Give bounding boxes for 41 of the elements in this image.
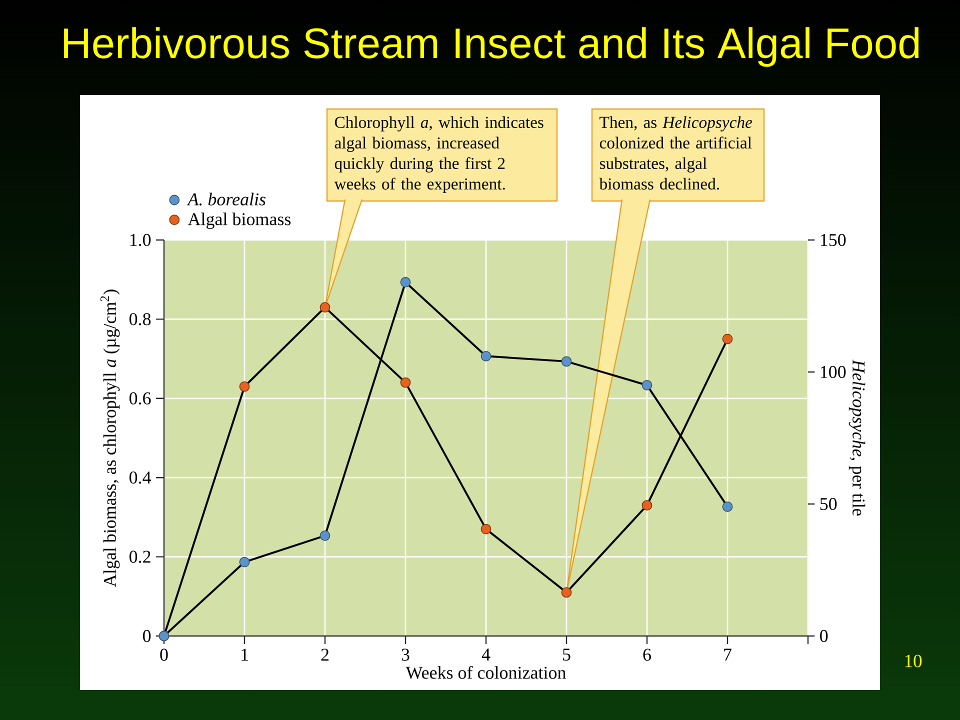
x-tick-label: 2 [321,648,328,661]
y2-tick-label: 50 [820,498,837,510]
y-tick-label: 0.6 [129,392,151,405]
chart-title: Herbivorous Stream Insect and Its Algal Food [64,27,919,67]
point [561,587,572,598]
point [239,381,250,392]
y2-tick-label: 100 [820,366,846,378]
y-tick-label: 0.8 [129,313,151,326]
point [400,277,411,288]
y-tick-label: 1.0 [130,234,151,246]
x-tick-label: 7 [724,648,732,660]
y2-tick-label: 0 [820,630,828,642]
point [400,377,411,388]
y-tick-label: 0.4 [129,471,152,484]
x-tick-label: 1 [242,648,248,661]
x-tick-label: 3 [402,648,410,661]
point [561,356,572,367]
point [239,556,250,568]
y-tick-label: 0.2 [129,550,150,563]
x-axis-title: Weeks of colonization [406,666,566,679]
point [320,530,330,541]
point [722,501,733,512]
x-tick-label: 6 [643,648,651,661]
x-tick-label: 4 [482,648,490,661]
y2-tick-label: 150 [820,234,846,246]
y-axis-title: Algal biomass, as chlorophyll a (µg/cm$^{2}$) [100,290,120,587]
point [480,350,492,362]
x-tick-label: 5 [563,648,570,661]
point [480,524,492,534]
y-tick-label: 0 [142,630,151,642]
point [642,500,652,511]
annotation: Then, as Helicopsyche colonized the artificial substrates, algal biomass declined. [599,116,752,190]
annotation: Chlorophyll a, which indicates algal biomass, increased quickly during the first 2 weeks of the experiment. [334,116,544,193]
y2-axis-title: Helicopsyche, per tile [848,360,866,516]
point [320,302,330,313]
text: 10 [905,654,922,668]
point [722,334,733,344]
legend-label: A. borealis [186,192,266,206]
x-tick-label: 0 [160,648,168,661]
legend-label: Algal biomass [188,212,291,229]
point [642,380,652,390]
